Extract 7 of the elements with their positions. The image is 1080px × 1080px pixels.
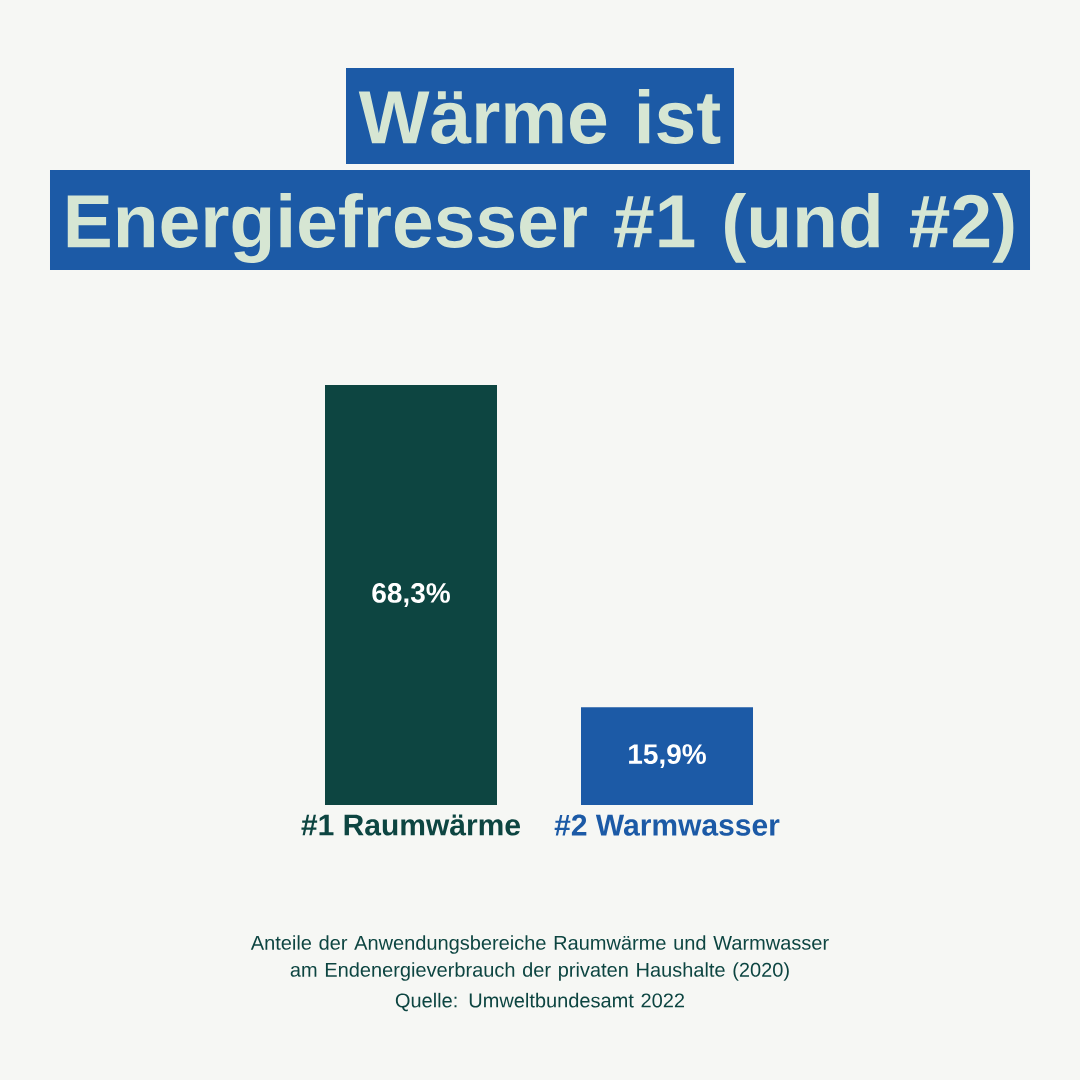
data-label: 15,9% (629, 744, 706, 769)
data-label: 68,3% (372, 583, 450, 607)
x-tick-label: #2 Warmwasser (554, 814, 780, 836)
text: Anteile der Anwendungsbereiche Raumwärme und Warmwasser am Endenergieverbrauch der privaten Haushalte (2020) (250, 935, 829, 981)
chart-title: Wärme ist Energiefresser #1 (und #2) (67, 88, 1014, 264)
x-tick-label: #1 Raumwärme (301, 814, 520, 836)
source-note: Quelle: Umweltbundesamt 2022 (395, 992, 685, 1012)
